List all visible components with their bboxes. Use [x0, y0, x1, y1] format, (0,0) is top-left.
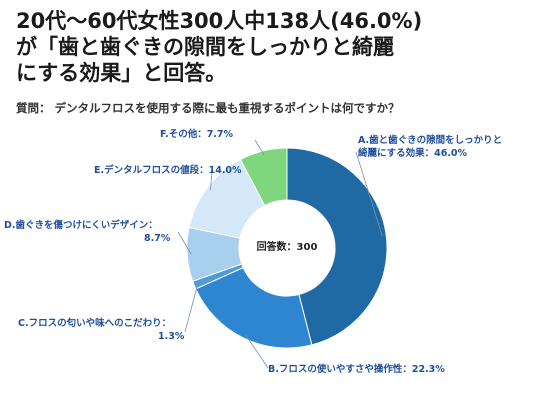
leader-line-c: [184, 283, 199, 333]
slice-label-a-line-2: 綺麗にする効果：46.0%: [358, 147, 468, 159]
slice-a: [286, 147, 388, 346]
leader-line-d: [177, 231, 192, 255]
slice-label-d-line-1: D.歯ぐきを傷つけにくいデザイン：: [4, 219, 158, 231]
slice-f: [239, 147, 288, 207]
headline: 20代〜60代女性300人中138人(46.0%) が「歯と歯ぐきの隙間をしっか…: [16, 8, 526, 86]
headline-line-3: にする効果」と回答。: [16, 61, 227, 85]
slice-label-e-line-1: E.デンタルフロスの値段：14.0%: [94, 164, 242, 176]
leader-line-b: [244, 334, 269, 369]
slice-b: [195, 266, 313, 349]
slice-label-c-line-1: C.フロスの匂いや味へのこだわり：: [18, 317, 171, 329]
center-label: 回答数：300: [257, 240, 318, 253]
leader-line-f: [254, 139, 265, 156]
slice-label-f-line-1: F.その他：7.7%: [160, 128, 234, 140]
slice-label-a-line-1: A.歯と歯ぐきの隙間をしっかりと: [358, 134, 502, 146]
slice-label-b-line-1: B.フロスの使いやすさや操作性：22.3%: [268, 363, 445, 375]
leader-line-a: [355, 151, 383, 237]
headline-line-2: が「歯と歯ぐきの隙間をしっかりと綺麗: [16, 35, 394, 59]
slice-label-d-line-2: 8.7%: [144, 233, 171, 244]
slice-label-c-line-2: 1.3%: [158, 331, 185, 342]
headline-line-1: 20代〜60代女性300人中138人(46.0%): [16, 9, 423, 33]
survey-question: 質問： デンタルフロスを使用する際に最も重視するポイントは何ですか？: [16, 101, 400, 115]
leader-line-e: [210, 171, 213, 191]
